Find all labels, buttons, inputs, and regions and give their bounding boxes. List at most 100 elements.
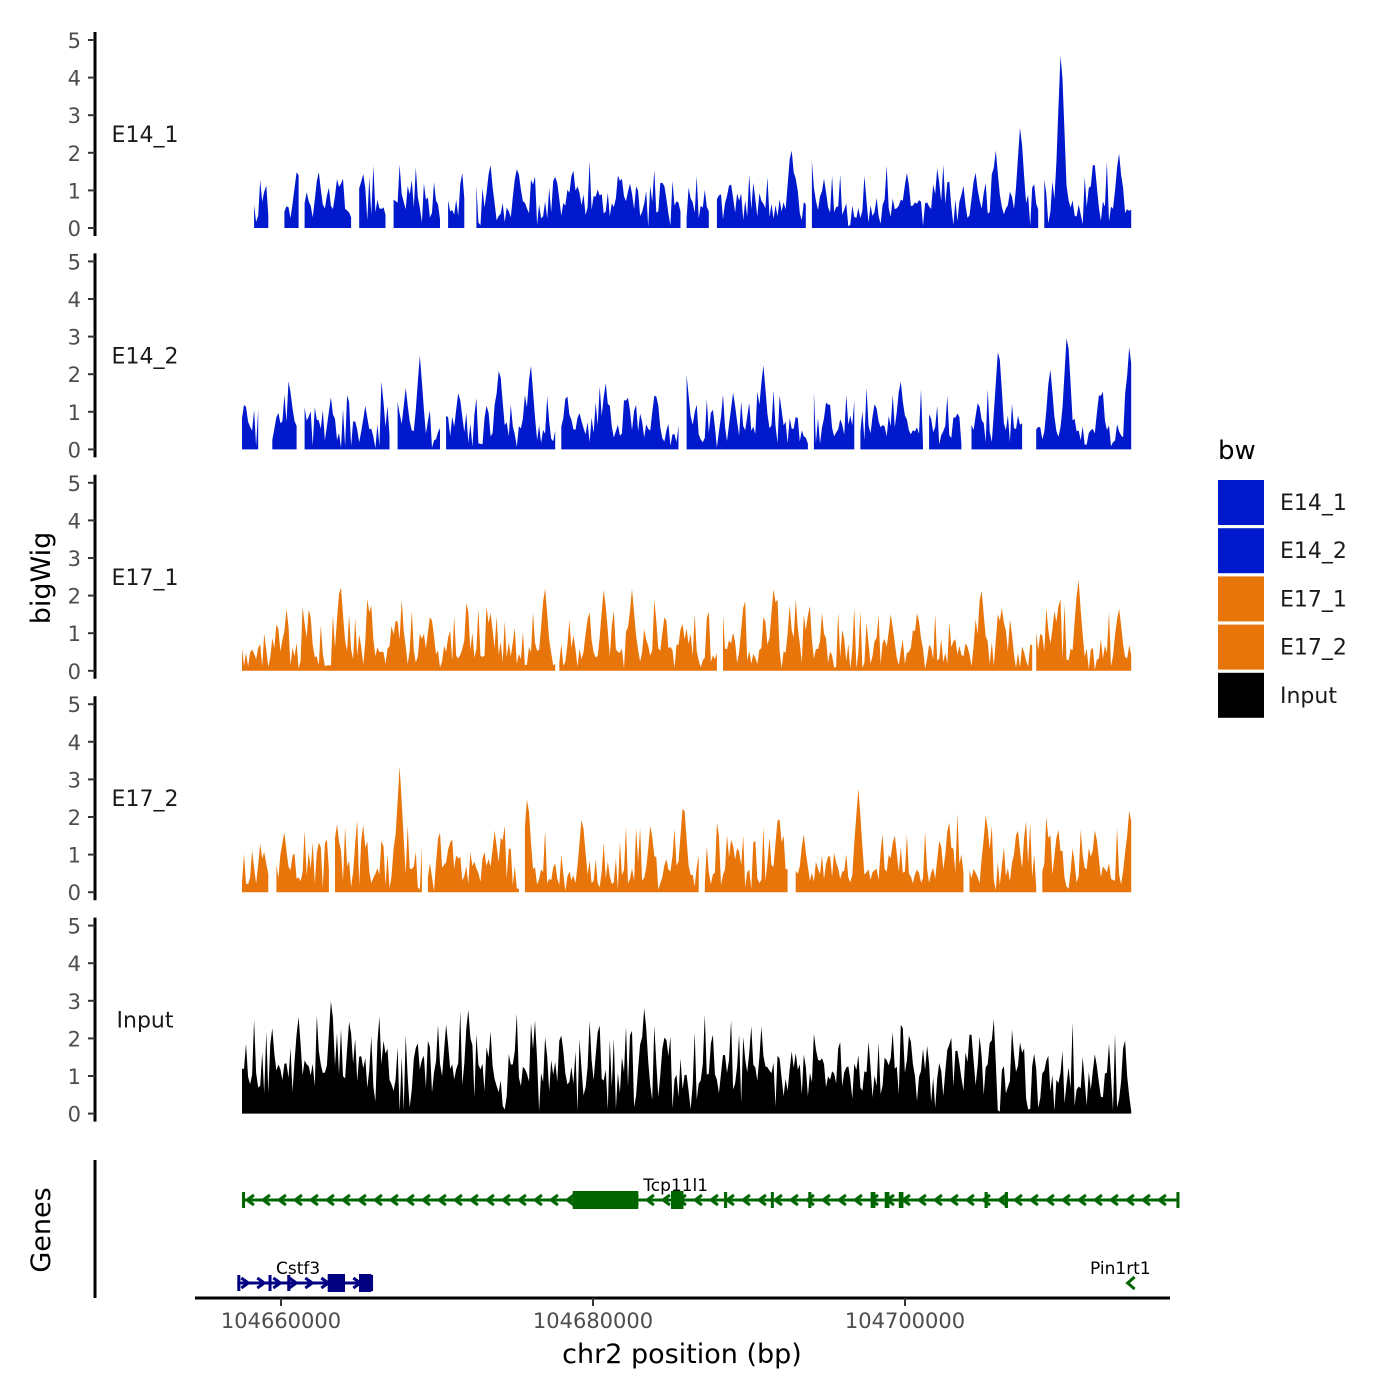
y-tick-label: 2 — [68, 142, 81, 166]
signal-area — [811, 127, 1039, 228]
strand-arrow — [1125, 1275, 1136, 1291]
strand-arrow — [272, 1276, 283, 1290]
y-tick-label: 3 — [68, 104, 81, 128]
signal-area — [686, 365, 808, 450]
y-tick-label: 4 — [68, 288, 81, 312]
legend-swatch — [1218, 528, 1264, 574]
signal-area — [304, 381, 390, 450]
strand-arrow — [240, 1276, 251, 1290]
signal-area — [559, 588, 717, 671]
y-tick-label: 5 — [68, 29, 81, 53]
strand-arrow — [420, 1193, 431, 1207]
y-tick-label: 5 — [68, 693, 81, 717]
strand-arrow — [256, 1276, 267, 1290]
y-tick-label: 5 — [68, 915, 81, 939]
signal-area — [795, 788, 964, 893]
legend: bw E14_1 E14_2 E17_1 E17_2 Input — [1218, 436, 1347, 718]
strand-arrow — [660, 1193, 671, 1207]
strand-arrow — [260, 1193, 271, 1207]
strand-arrow — [916, 1193, 927, 1207]
y-tick-label: 3 — [68, 326, 81, 350]
gene-cstf3: Cstf3 — [237, 1259, 374, 1292]
strand-arrow — [436, 1193, 447, 1207]
strand-arrow — [452, 1193, 463, 1207]
track-label: E17_2 — [112, 787, 179, 812]
y-tick-label: 2 — [68, 1027, 81, 1051]
y-tick-label: 1 — [68, 179, 81, 203]
strand-arrow — [276, 1193, 287, 1207]
exon — [242, 1192, 245, 1208]
y-tick-label: 5 — [68, 250, 81, 274]
genes-panel: Tcp11l1 Cstf3 Pin1rt1 — [93, 1160, 1180, 1298]
strand-arrow — [516, 1193, 527, 1207]
legend-label: E14_2 — [1280, 539, 1347, 564]
signal-area — [359, 165, 386, 228]
exon-coding — [359, 1274, 372, 1292]
track-label: Input — [117, 1009, 174, 1034]
signal-area — [242, 587, 556, 671]
exon — [724, 1192, 728, 1208]
y-tick-label: 1 — [68, 844, 81, 868]
strand-arrow — [1124, 1193, 1135, 1207]
strand-arrow — [820, 1193, 831, 1207]
strand-arrow — [292, 1193, 303, 1207]
strand-arrow — [964, 1193, 975, 1207]
signal-area — [242, 844, 269, 893]
y-tick-label: 0 — [68, 217, 81, 241]
strand-arrow — [532, 1193, 543, 1207]
y-tick-label: 2 — [68, 363, 81, 387]
signal-area — [397, 355, 440, 450]
track-e14-1: 0 1 2 3 4 5 E14_1 — [68, 29, 1132, 241]
y-tick-label: 4 — [68, 67, 81, 91]
strand-arrow — [1156, 1193, 1167, 1207]
strand-arrow — [1060, 1193, 1071, 1207]
signal-area — [242, 405, 259, 450]
track-input: 0 1 2 3 4 5 Input — [68, 915, 1132, 1127]
y-tick-label: 1 — [68, 1065, 81, 1089]
signal-area — [929, 396, 962, 450]
strand-arrow — [1076, 1193, 1087, 1207]
y-tick-label: 1 — [68, 401, 81, 425]
track-e14-2: 0 1 2 3 4 5 E14_2 — [68, 250, 1132, 462]
exon — [984, 1192, 988, 1208]
y-tick-label: 4 — [68, 509, 81, 533]
strand-arrow — [1092, 1193, 1103, 1207]
gene-label: Cstf3 — [276, 1259, 320, 1279]
x-axis: 104660000 104680000 104700000 — [195, 1296, 1170, 1333]
signal-area — [704, 819, 788, 893]
strand-arrow — [288, 1276, 299, 1290]
legend-title: bw — [1218, 436, 1256, 466]
signal-area — [860, 381, 923, 450]
y-tick-label: 0 — [68, 1103, 81, 1127]
signal-area — [476, 161, 681, 228]
y-tick-label: 3 — [68, 768, 81, 792]
exon — [808, 1192, 812, 1208]
exon — [870, 1192, 876, 1208]
strand-arrow — [996, 1193, 1007, 1207]
signal-area — [561, 383, 679, 450]
signal-area — [427, 826, 519, 893]
strand-arrow — [1044, 1193, 1055, 1207]
signal-area — [446, 365, 556, 450]
strand-arrow — [692, 1193, 703, 1207]
strand-arrow — [372, 1193, 383, 1207]
legend-swatch — [1218, 624, 1264, 670]
y-tick-label: 4 — [68, 952, 81, 976]
track-label: E17_1 — [112, 566, 179, 591]
signal-area — [969, 815, 1037, 893]
y-tick-label: 0 — [68, 881, 81, 905]
strand-arrow — [708, 1193, 719, 1207]
strand-arrow — [788, 1193, 799, 1207]
y-tick-label: 1 — [68, 622, 81, 646]
strand-arrow — [324, 1193, 335, 1207]
exon — [898, 1192, 904, 1208]
x-tick-label: 104680000 — [533, 1309, 653, 1333]
strand-arrow — [340, 1193, 351, 1207]
strand-arrow — [740, 1193, 751, 1207]
signal-area — [242, 1001, 1132, 1114]
signal-area — [524, 799, 699, 893]
strand-arrow — [948, 1193, 959, 1207]
signal-area — [716, 150, 806, 228]
genes-panel-title: Genes — [26, 1187, 57, 1272]
x-axis-title: chr2 position (bp) — [562, 1339, 802, 1370]
